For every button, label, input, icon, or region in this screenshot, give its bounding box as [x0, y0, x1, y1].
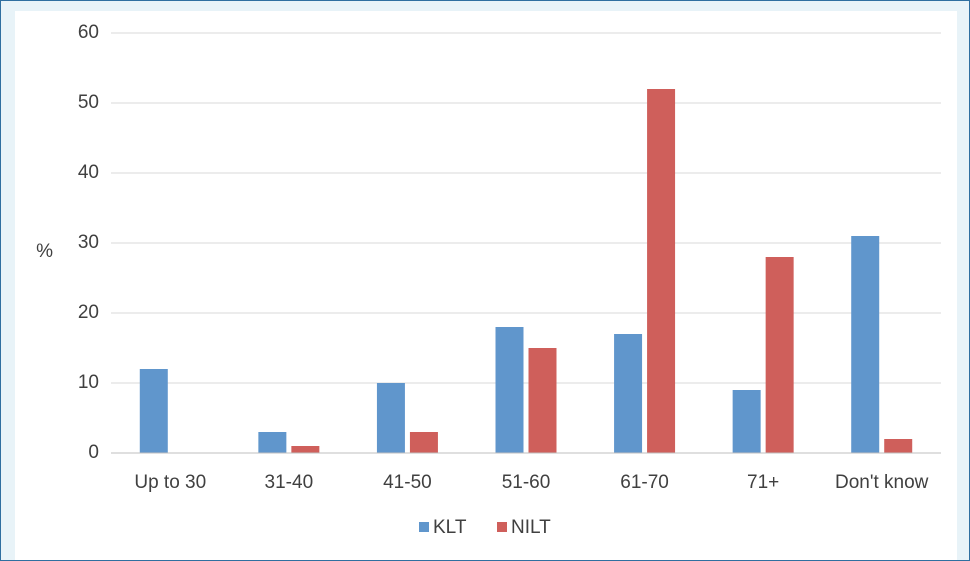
- x-tick-label: 51-60: [502, 472, 551, 493]
- x-tick-label: 41-50: [383, 472, 432, 493]
- y-tick-label: 30: [78, 232, 99, 253]
- legend-swatch-nilt: [497, 522, 507, 532]
- x-tick-label: Up to 30: [134, 472, 206, 493]
- y-tick-label: 10: [78, 372, 99, 393]
- bar-nilt-4: [647, 89, 676, 453]
- bar-klt-4: [614, 334, 643, 453]
- bar-klt-3: [495, 327, 524, 453]
- y-tick-label: 40: [78, 162, 99, 183]
- bar-klt-2: [376, 383, 405, 453]
- bar-klt-6: [851, 236, 880, 453]
- bar-chart: 0 10 20 30 40 50 60 % Up to 30 31-40 41-50 51-60 6…: [36, 22, 941, 538]
- y-axis-ticks: 0 10 20 30 40 50 60: [78, 22, 99, 463]
- bar-klt-1: [258, 432, 287, 453]
- bar-nilt-1: [291, 446, 320, 453]
- y-tick-label: 60: [78, 22, 99, 43]
- legend: KLT NILT: [419, 517, 551, 538]
- y-tick-label: 0: [88, 442, 99, 463]
- x-tick-label: Don't know: [835, 472, 929, 493]
- y-tick-label: 50: [78, 92, 99, 113]
- x-axis-labels: Up to 30 31-40 41-50 51-60 61-70 71+ Don't kno…: [134, 472, 928, 493]
- bar-klt-5: [732, 390, 761, 453]
- x-tick-label: 31-40: [265, 472, 314, 493]
- bar-nilt-6: [884, 439, 913, 453]
- x-tick-label: 61-70: [620, 472, 669, 493]
- x-tick-label: 71+: [747, 472, 779, 493]
- bar-nilt-3: [528, 348, 557, 453]
- y-tick-label: 20: [78, 302, 99, 323]
- bars: [139, 89, 913, 453]
- bar-nilt-2: [409, 432, 438, 453]
- legend-label-klt: KLT: [433, 517, 467, 538]
- gridlines: [111, 32, 941, 384]
- legend-swatch-klt: [419, 522, 429, 532]
- chart-panel: 0 10 20 30 40 50 60 % Up to 30 31-40 41-50 51-60 6…: [15, 11, 957, 560]
- legend-label-nilt: NILT: [511, 517, 551, 538]
- bar-nilt-5: [765, 257, 794, 453]
- y-axis-label: %: [36, 241, 53, 262]
- bar-klt-0: [139, 369, 168, 453]
